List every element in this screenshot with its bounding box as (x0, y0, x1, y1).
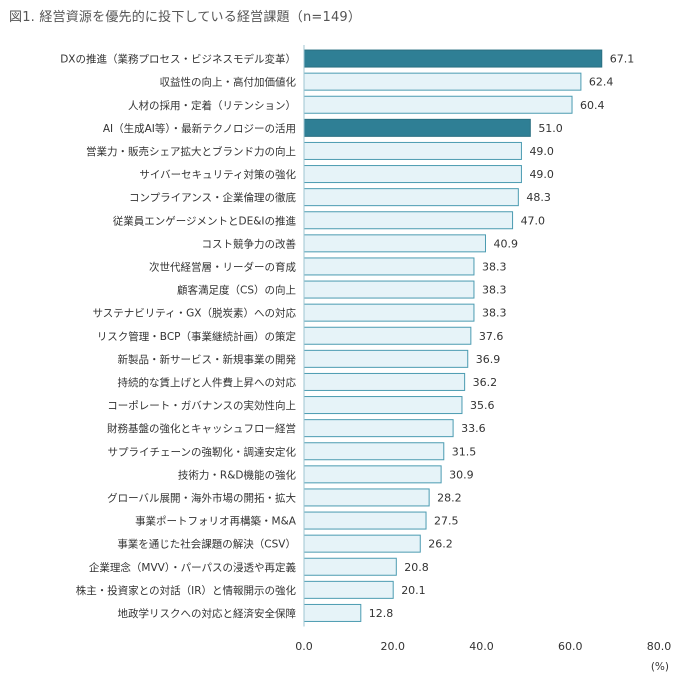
bar (303, 303, 475, 322)
bar (303, 557, 397, 576)
category-label: 株主・投資家との対話（IR）と情報開示の強化 (76, 584, 297, 597)
category-label: 営業力・販売シェア拡大とブランド力の向上 (86, 145, 296, 158)
category-label: 事業ポートフォリオ再構築・M&A (135, 515, 297, 528)
category-label: 企業理念（MVV）・パーパスの浸透や再定義 (89, 561, 297, 574)
bar (303, 95, 573, 114)
value-label: 60.4 (580, 99, 605, 112)
category-label: コンプライアンス・企業倫理の徹底 (129, 191, 297, 204)
bar (303, 188, 519, 207)
category-label: 次世代経営層・リーダーの育成 (149, 260, 296, 273)
value-label: 30.9 (449, 468, 474, 481)
category-label: 収益性の向上・高付加価値化 (160, 76, 297, 89)
value-label: 51.0 (538, 122, 563, 135)
category-label: 財務基盤の強化とキャッシュフロー経営 (107, 422, 296, 435)
category-labels: DXの推進（業務プロセス・ビジネスモデル変革） 収益性の向上・高付加価値化人材の採… (60, 53, 297, 620)
bar (303, 442, 445, 461)
value-label: 48.3 (526, 191, 551, 204)
bar (303, 534, 421, 553)
value-label: 33.6 (461, 422, 486, 435)
bar (303, 511, 427, 530)
value-label: 35.6 (470, 399, 495, 412)
bar (303, 419, 454, 438)
bar (303, 580, 394, 599)
category-label: AI（生成AI等）・最新テクノロジーの活用 (103, 122, 296, 135)
category-label: 持続的な賃上げと人件費上昇への対応 (118, 376, 297, 389)
value-label: 38.3 (482, 307, 507, 320)
category-label: サイバーセキュリティ対策の強化 (139, 168, 296, 181)
bar (303, 49, 603, 68)
bar (303, 280, 475, 299)
category-label: グローバル展開・海外市場の開拓・拡大 (107, 491, 296, 504)
value-label: 37.6 (479, 330, 504, 343)
bar (303, 118, 531, 137)
value-labels: 67.1 62.4 60.4 51.0 49.0 49.0 48.3 47.040.9 38.3… (369, 53, 634, 620)
value-label: 47.0 (521, 214, 546, 227)
value-label: 36.9 (476, 353, 501, 366)
bar (303, 488, 430, 507)
bar (303, 465, 442, 484)
x-tick-label: 0.0 (295, 640, 313, 653)
value-label: 49.0 (529, 168, 554, 181)
bar (303, 141, 522, 160)
bars (303, 49, 603, 622)
value-label: 67.1 (610, 53, 635, 66)
bar (303, 211, 514, 230)
bar (303, 603, 362, 622)
value-label: 38.3 (482, 284, 507, 297)
category-label: 顧客満足度（CS）の向上 (177, 284, 296, 297)
bar (303, 257, 475, 276)
category-label: コーポレート・ガバナンスの実効性向上 (107, 399, 296, 412)
bar (303, 349, 469, 368)
bar (303, 326, 472, 345)
x-tick-label: 80.0 (647, 640, 672, 653)
x-axis: 0.0 20.0 40.0 60.0 80.0 (%) (295, 45, 671, 673)
category-label: 技術力・R&D機能の強化 (178, 468, 297, 481)
category-label: DXの推進（業務プロセス・ビジネスモデル変革） (60, 53, 296, 66)
bar (303, 396, 463, 415)
x-tick-label: 20.0 (381, 640, 406, 653)
value-label: 27.5 (434, 515, 459, 528)
category-label: 事業を通じた社会課題の解決（CSV） (117, 538, 296, 551)
bar (303, 72, 582, 91)
unit-label: (%) (651, 661, 669, 673)
category-label: リスク管理・BCP（事業継続計画）の策定 (97, 330, 297, 343)
value-label: 40.9 (493, 237, 518, 250)
value-label: 28.2 (437, 491, 462, 504)
category-label: 従業員エンゲージメントとDE&Iの推進 (113, 214, 297, 227)
value-label: 36.2 (473, 376, 498, 389)
category-label: 人材の採用・定着（リテンション） (128, 99, 296, 112)
value-label: 49.0 (529, 145, 554, 158)
category-label: サプライチェーンの強靭化・調達安定化 (108, 445, 297, 458)
category-label: 新製品・新サービス・新規事業の開発 (118, 353, 297, 366)
x-tick-label: 40.0 (469, 640, 494, 653)
x-tick-label: 60.0 (558, 640, 583, 653)
value-label: 62.4 (589, 76, 614, 89)
value-label: 20.8 (404, 561, 429, 574)
category-label: サステナビリティ・GX（脱炭素）への対応 (93, 307, 297, 320)
bar (303, 165, 522, 184)
bar (303, 234, 486, 253)
value-label: 12.8 (369, 607, 394, 620)
chart-title: 図1. 経営資源を優先的に投下している経営課題（n=149） (9, 10, 362, 25)
value-label: 26.2 (428, 538, 453, 551)
category-label: コスト競争力の改善 (202, 237, 297, 250)
value-label: 20.1 (401, 584, 426, 597)
value-label: 31.5 (452, 445, 477, 458)
value-label: 38.3 (482, 260, 507, 273)
bar (303, 372, 466, 391)
category-label: 地政学リスクへの対応と経済安全保障 (118, 607, 297, 620)
